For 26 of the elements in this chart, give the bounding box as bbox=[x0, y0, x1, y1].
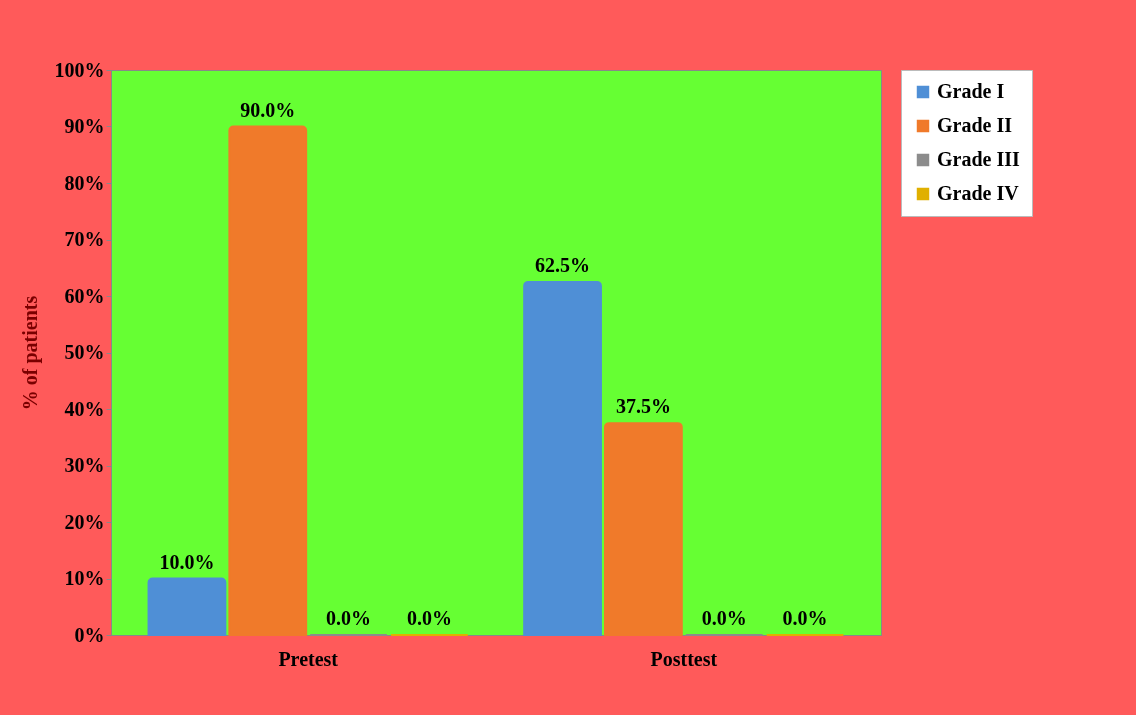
data-label: 0.0% bbox=[782, 607, 828, 629]
x-tick-label: Pretest bbox=[278, 647, 339, 670]
data-label: 90.0% bbox=[240, 98, 296, 121]
y-tick-label: 10% bbox=[64, 567, 105, 589]
data-label: 62.5% bbox=[535, 253, 591, 276]
legend-label: Grade I bbox=[937, 80, 1005, 102]
data-label: 0.0% bbox=[701, 607, 747, 629]
legend-label: Grade II bbox=[937, 114, 1013, 136]
data-label: 0.0% bbox=[406, 607, 452, 629]
y-tick-label: 40% bbox=[64, 397, 105, 420]
y-tick-label: 100% bbox=[54, 58, 105, 81]
y-tick-label: 70% bbox=[64, 228, 105, 250]
legend-label: Grade III bbox=[937, 148, 1020, 170]
y-tick-label: 20% bbox=[64, 510, 105, 533]
data-label: 37.5% bbox=[615, 395, 671, 418]
y-tick-label: 30% bbox=[64, 454, 105, 476]
y-tick-label: 80% bbox=[64, 171, 105, 194]
y-tick-label: 60% bbox=[64, 284, 105, 307]
x-tick-label: Posttest bbox=[650, 647, 718, 670]
data-label: 0.0% bbox=[326, 607, 372, 629]
y-tick-label: 50% bbox=[64, 341, 105, 363]
legend-label: Grade IV bbox=[937, 182, 1020, 204]
y-axis-title: % of patients bbox=[18, 295, 42, 411]
y-tick-label: 90% bbox=[64, 115, 105, 137]
data-label: 10.0% bbox=[159, 550, 215, 573]
y-tick-label: 0% bbox=[74, 623, 105, 646]
